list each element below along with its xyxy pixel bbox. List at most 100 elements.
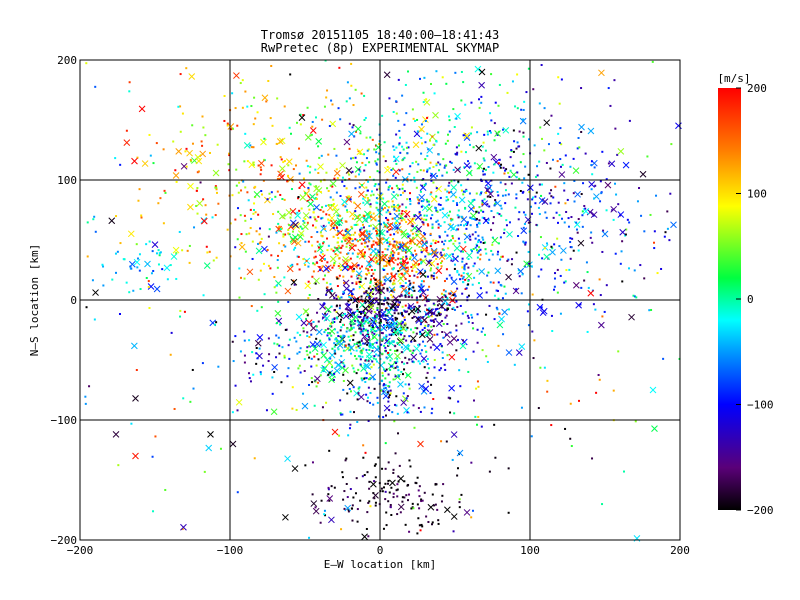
- data-point: [367, 501, 370, 504]
- data-point: [576, 231, 579, 234]
- data-point-cross: [397, 381, 404, 388]
- data-point: [363, 322, 366, 325]
- data-point: [350, 84, 353, 87]
- data-point: [467, 160, 470, 163]
- data-point: [380, 379, 383, 382]
- data-point-cross: [463, 233, 471, 241]
- data-point: [398, 222, 401, 225]
- data-point: [395, 489, 398, 492]
- data-point: [399, 276, 402, 279]
- data-point: [347, 236, 350, 239]
- data-point: [437, 519, 440, 522]
- data-point: [263, 137, 266, 140]
- data-point: [243, 361, 246, 364]
- data-point: [469, 165, 472, 168]
- data-point: [339, 118, 342, 121]
- data-point: [438, 369, 441, 372]
- data-point: [368, 236, 371, 239]
- data-point: [299, 113, 302, 116]
- data-point: [527, 250, 530, 253]
- data-point: [324, 328, 327, 331]
- data-point: [399, 257, 402, 260]
- data-point: [336, 285, 339, 288]
- data-point: [387, 206, 390, 209]
- data-point: [172, 140, 175, 143]
- data-point: [386, 272, 389, 275]
- data-point: [415, 270, 418, 273]
- data-point: [350, 335, 353, 338]
- data-point: [455, 202, 458, 205]
- data-point-cross: [401, 232, 408, 239]
- data-point-cross: [418, 125, 425, 133]
- data-point: [356, 223, 359, 226]
- data-point: [510, 182, 513, 185]
- data-point: [387, 186, 390, 189]
- data-point: [429, 139, 432, 142]
- data-point: [278, 242, 281, 245]
- data-point: [366, 189, 369, 192]
- data-point: [493, 423, 496, 426]
- data-point: [348, 427, 351, 430]
- data-point: [394, 452, 397, 455]
- data-point: [572, 157, 575, 160]
- data-point: [440, 254, 443, 257]
- data-point: [377, 249, 380, 252]
- data-point: [404, 322, 407, 325]
- data-point: [576, 147, 579, 150]
- data-point: [346, 253, 349, 256]
- data-point: [362, 201, 365, 204]
- data-point: [527, 173, 530, 176]
- data-point: [251, 351, 254, 354]
- data-point-cross: [423, 98, 431, 106]
- data-point: [473, 276, 476, 279]
- data-point: [361, 253, 364, 256]
- data-point: [283, 198, 286, 201]
- data-point: [319, 180, 322, 183]
- data-point: [395, 146, 398, 149]
- data-point: [471, 322, 474, 325]
- data-point: [300, 207, 303, 210]
- data-point: [493, 163, 496, 166]
- data-point: [421, 239, 424, 242]
- data-point: [326, 286, 329, 289]
- data-point: [238, 296, 241, 299]
- data-point: [408, 275, 411, 278]
- data-point: [332, 198, 335, 201]
- data-point: [461, 312, 464, 315]
- data-point: [275, 356, 278, 359]
- data-point: [356, 277, 359, 280]
- data-point: [442, 207, 445, 210]
- data-point: [541, 257, 544, 260]
- data-point: [396, 483, 399, 486]
- data-point: [277, 336, 280, 339]
- data-point: [430, 315, 433, 318]
- data-point: [369, 344, 372, 347]
- data-point: [613, 79, 616, 82]
- data-point: [382, 303, 385, 306]
- data-point: [605, 178, 608, 181]
- data-point: [327, 310, 330, 313]
- data-point: [421, 328, 424, 331]
- data-point: [186, 249, 189, 252]
- data-point: [612, 218, 615, 221]
- data-point: [614, 182, 617, 185]
- data-point: [339, 399, 342, 402]
- data-point-cross: [450, 278, 458, 285]
- data-point-cross: [203, 262, 211, 270]
- data-point: [420, 136, 423, 139]
- data-point: [472, 327, 475, 330]
- data-point: [298, 147, 301, 150]
- data-point: [448, 274, 451, 277]
- data-point: [429, 217, 432, 220]
- data-point-cross: [341, 198, 348, 206]
- data-point: [359, 358, 362, 361]
- data-point: [365, 136, 368, 139]
- data-point: [346, 81, 349, 84]
- data-point-cross: [398, 262, 406, 269]
- data-point: [340, 326, 343, 329]
- data-point-cross: [494, 267, 502, 275]
- data-point-cross: [295, 313, 303, 321]
- data-point: [252, 161, 255, 164]
- data-point: [556, 268, 559, 271]
- data-point: [479, 258, 482, 261]
